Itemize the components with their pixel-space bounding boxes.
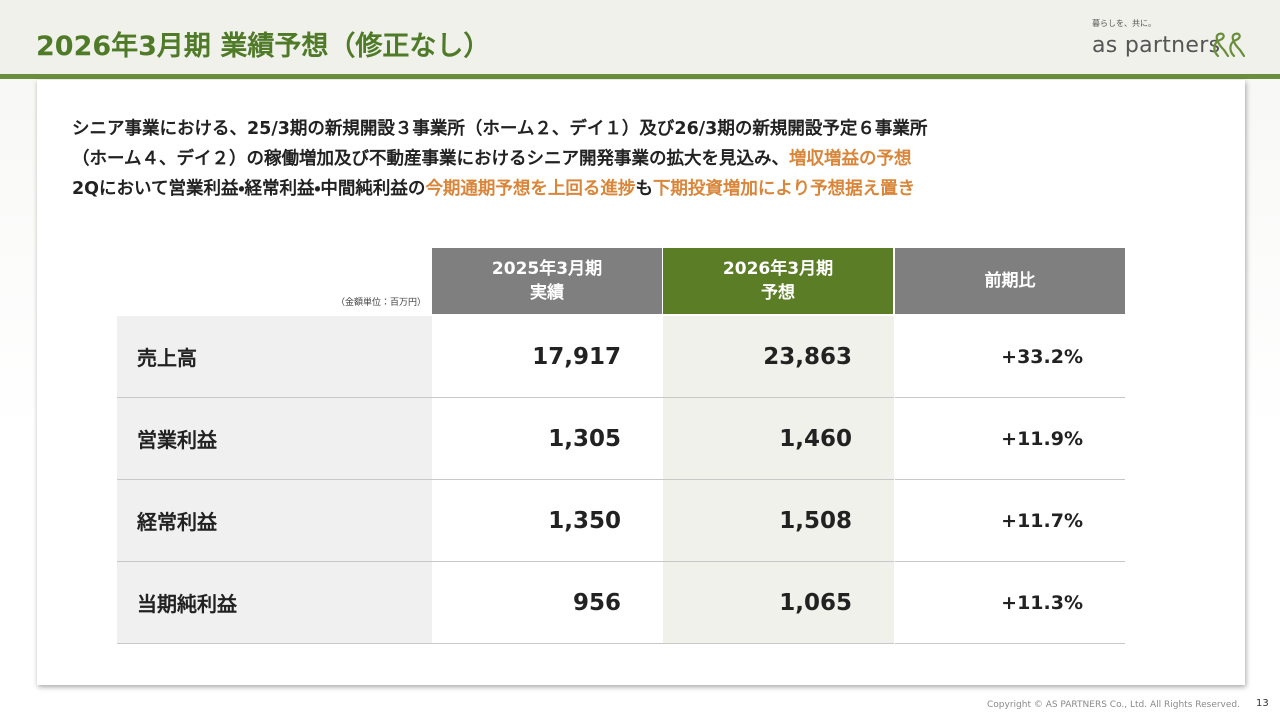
- header-line: 2025年3月期: [491, 259, 603, 279]
- row-label: 経常利益: [117, 480, 432, 562]
- value-cell: 956: [432, 562, 663, 644]
- text-line: 2Qにおいて営業利益・経常利益・中間純利益の今期通期予想を上回る進捗も下期投資増…: [72, 175, 915, 200]
- value-cell: +11.9%: [895, 398, 1125, 480]
- value-cell: 17,917: [432, 316, 663, 398]
- logo-tagline: 暮らしを、共に。: [1092, 19, 1156, 28]
- value-cell: 1,350: [432, 480, 663, 562]
- column-header: 前期比: [895, 248, 1125, 314]
- value-cell: +33.2%: [895, 316, 1125, 398]
- text-segment: シニア事業における、25/3期の新規開設３事業所（ホーム２、デイ１）及び26/3…: [72, 119, 928, 139]
- text-segment: も: [635, 179, 653, 199]
- value-cell: 1,508: [663, 480, 894, 562]
- value-cell: 1,065: [663, 562, 894, 644]
- header-line: 2026年3月期: [722, 259, 834, 279]
- value-cell: 23,863: [663, 316, 894, 398]
- column-header: 2025年3月期 実績: [432, 248, 662, 314]
- text-line: （ホーム４、デイ２）の稼働増加及び不動産事業におけるシニア開発事業の拡大を見込み…: [72, 145, 911, 170]
- highlight-text: 増収増益の予想: [788, 149, 912, 169]
- logo-mark: [1213, 32, 1246, 58]
- highlight-text: 今期通期予想を上回る進捗: [425, 179, 636, 199]
- row-label: 売上高: [117, 316, 432, 398]
- copyright: Copyright © AS PARTNERS Co., Ltd. All Ri…: [987, 700, 1240, 710]
- text-segment: 2Qにおいて営業利益・経常利益・中間純利益の: [72, 179, 426, 199]
- row-label: 当期純利益: [117, 562, 432, 644]
- value-cell: +11.7%: [895, 480, 1125, 562]
- value-cell: 1,460: [663, 398, 894, 480]
- text-segment: （ホーム４、デイ２）の稼働増加及び不動産事業におけるシニア開発事業の拡大を見込み…: [72, 149, 789, 169]
- slide-title: 2026年3月期 業績予想（修正なし）: [36, 31, 491, 62]
- row-label: 営業利益: [117, 398, 432, 480]
- page-number: 13: [1256, 698, 1269, 709]
- value-cell: 1,305: [432, 398, 663, 480]
- logo-name: as partners: [1092, 33, 1221, 58]
- header-rule: [0, 74, 1280, 79]
- header-line: 前期比: [984, 271, 1036, 291]
- header-band: [0, 0, 1280, 74]
- header-line: 予想: [761, 283, 795, 303]
- highlight-text: 下期投資増加により予想据え置き: [652, 179, 916, 199]
- header-line: 実績: [530, 283, 564, 303]
- value-cell: +11.3%: [895, 562, 1125, 644]
- unit-note: （金額単位：百万円）: [335, 298, 426, 308]
- text-line: シニア事業における、25/3期の新規開設３事業所（ホーム２、デイ１）及び26/3…: [72, 115, 927, 140]
- column-header: 2026年3月期 予想: [663, 248, 893, 314]
